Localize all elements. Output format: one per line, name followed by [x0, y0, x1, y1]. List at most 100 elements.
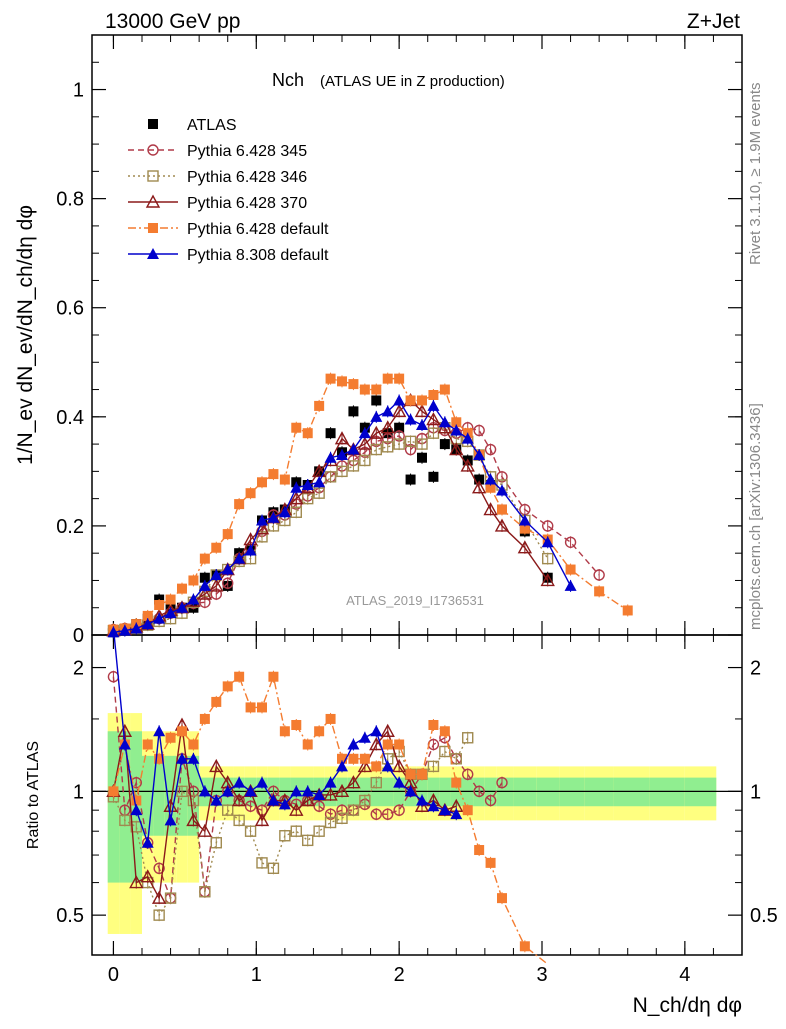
main-ytick-label: 0.4 — [56, 407, 84, 429]
data-point — [382, 808, 394, 820]
legend-label: Pythia 6.428 346 — [187, 169, 307, 186]
data-point — [438, 416, 451, 428]
data-point — [370, 776, 382, 789]
data-point — [542, 552, 554, 565]
data-point — [404, 413, 417, 425]
data-point — [197, 823, 213, 837]
data-point — [268, 671, 279, 682]
data-point — [222, 577, 234, 589]
data-point — [199, 553, 210, 564]
data-point — [451, 417, 462, 428]
data-point — [142, 739, 153, 750]
ratio-panel-frame — [91, 634, 743, 956]
data-point — [428, 390, 439, 400]
data-point — [359, 794, 371, 807]
data-point — [324, 451, 337, 463]
data-point — [564, 536, 577, 548]
main-series — [106, 372, 633, 639]
data-point — [594, 586, 605, 597]
data-point — [153, 862, 165, 874]
data-point — [405, 769, 416, 780]
data-point — [428, 719, 439, 730]
data-point — [268, 469, 279, 480]
xtick-label: 3 — [536, 964, 547, 986]
data-point — [325, 713, 336, 724]
data-point — [450, 424, 463, 436]
data-point — [484, 443, 497, 456]
data-point — [153, 612, 166, 624]
data-point — [289, 491, 304, 505]
main-ytick-label: 0.2 — [56, 516, 84, 538]
data-point — [256, 776, 268, 788]
ratio-ytick-label: 1 — [73, 781, 84, 803]
data-point — [130, 821, 142, 833]
data-point — [382, 373, 393, 384]
data-point — [485, 857, 496, 868]
data-point — [197, 586, 213, 600]
data-point — [348, 379, 359, 390]
data-point — [358, 427, 371, 439]
data-point — [233, 814, 245, 827]
legend-label: Pythia 6.428 default — [187, 221, 329, 238]
data-point — [450, 808, 463, 820]
data-point — [428, 471, 439, 482]
data-point — [416, 794, 428, 806]
data-point — [393, 394, 406, 406]
data-point — [165, 732, 176, 743]
data-point — [497, 504, 507, 515]
data-point — [325, 428, 336, 439]
data-point — [370, 410, 383, 422]
data-point — [130, 622, 143, 634]
data-point — [496, 776, 508, 789]
data-point — [405, 395, 416, 406]
data-point — [473, 424, 485, 437]
data-point — [267, 794, 280, 806]
data-point — [199, 713, 210, 724]
data-point — [438, 804, 451, 816]
axes: 0 0.2 0.4 0.6 0.8 1 0 1 2 3 4 0.5 0.5 1 1 2 2 N_ch/dη dφ 1… — [14, 35, 778, 1017]
data-point — [154, 600, 165, 610]
data-point — [279, 474, 290, 485]
data-point — [290, 481, 303, 493]
data-point — [485, 482, 496, 493]
legend-marker — [145, 194, 161, 208]
data-point — [483, 502, 498, 516]
data-point — [211, 542, 222, 553]
main-ytick-label: 0.6 — [56, 298, 84, 320]
data-point — [484, 794, 497, 807]
data-point — [164, 814, 177, 826]
data-point — [517, 540, 533, 554]
legend-label: Pythia 6.428 370 — [187, 195, 307, 212]
data-point — [188, 575, 199, 586]
data-point — [221, 563, 234, 575]
data-point — [358, 731, 371, 743]
data-point — [471, 480, 487, 494]
data-point — [198, 785, 211, 797]
data-point — [393, 776, 406, 788]
data-point — [141, 618, 154, 630]
data-point — [405, 474, 416, 485]
plot-title: Nch — [272, 70, 304, 90]
ratio-band-green — [142, 755, 154, 836]
energy-label: 13000 GeV pp — [105, 10, 240, 33]
data-point — [164, 607, 177, 619]
main-ytick-label: 1 — [73, 80, 84, 102]
data-point — [187, 593, 200, 605]
data-point — [346, 775, 361, 789]
legend-label: Pythia 8.308 default — [187, 247, 329, 264]
data-point — [188, 739, 199, 750]
ratio-ytick-label: 2 — [73, 658, 84, 680]
data-point — [391, 403, 407, 418]
data-point — [130, 804, 143, 816]
data-point — [462, 768, 474, 781]
mcplots-credit: mcplots.cern.ch [arXiv:1306.3436] — [747, 403, 764, 630]
data-point — [347, 443, 360, 455]
data-point — [497, 893, 507, 904]
data-point — [393, 438, 405, 450]
data-point — [141, 836, 154, 848]
data-point — [565, 564, 576, 575]
data-point — [334, 431, 350, 445]
data-point — [380, 723, 395, 737]
data-point — [142, 610, 153, 621]
data-point — [347, 804, 360, 816]
